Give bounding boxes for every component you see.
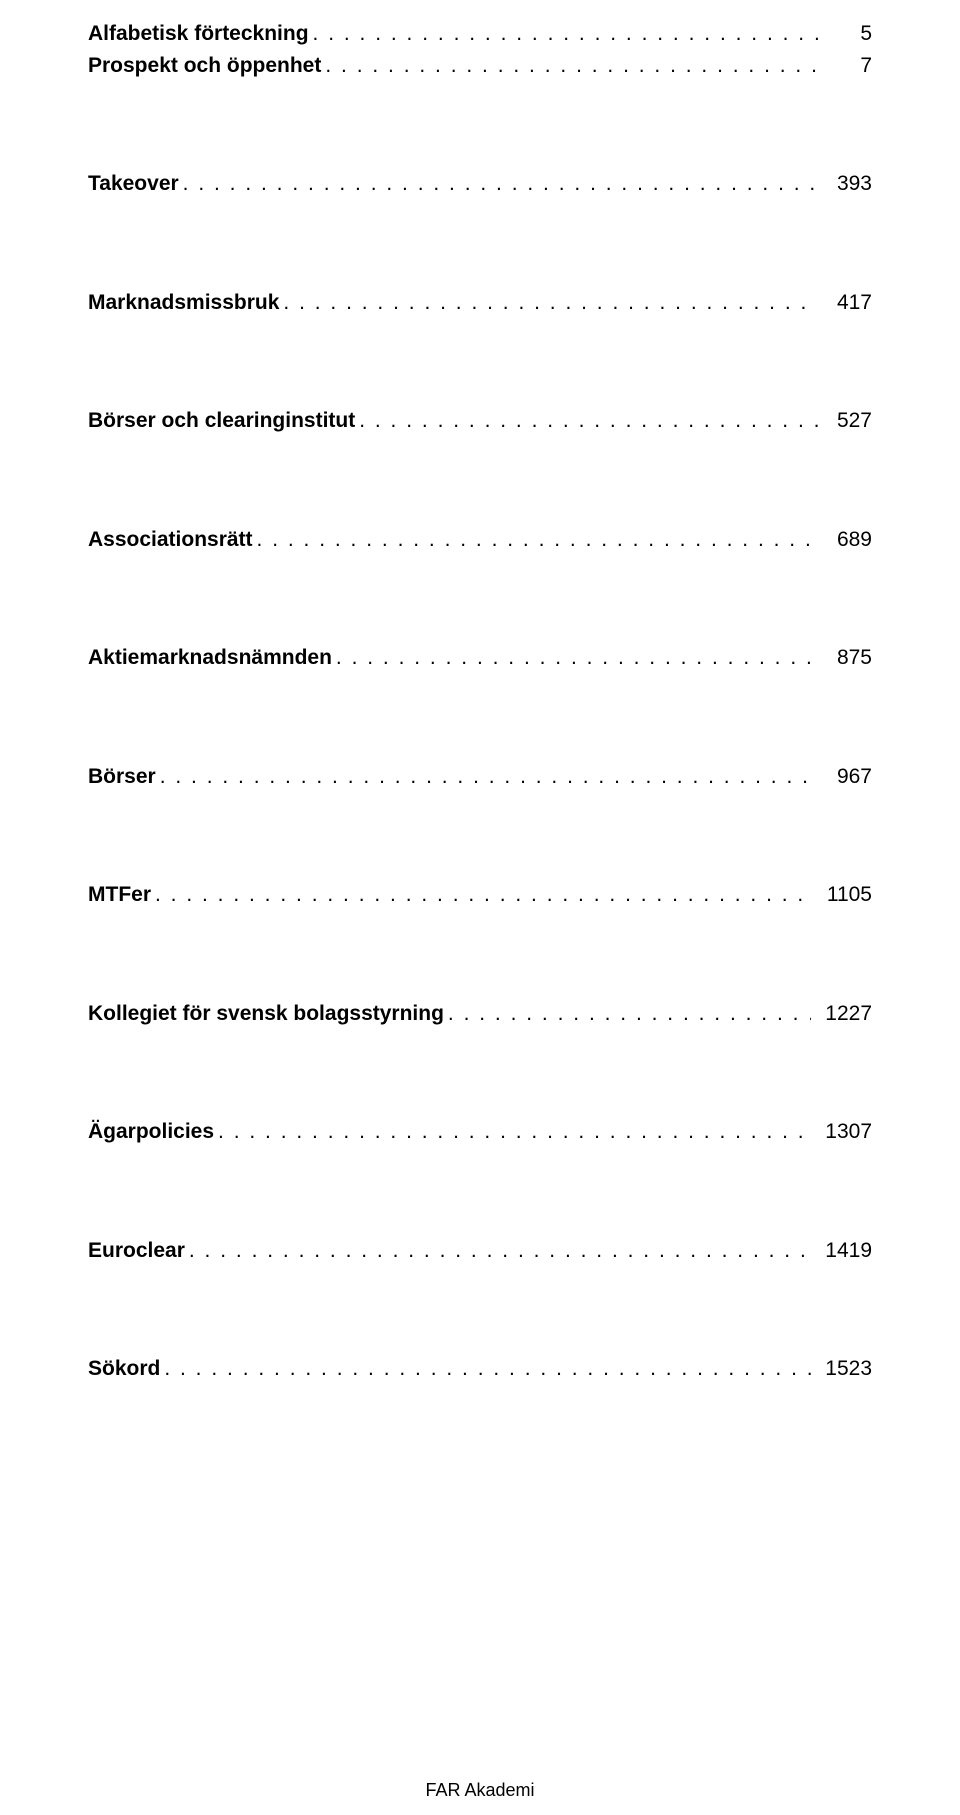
toc-entry: Börser 967 [88,761,872,793]
toc-entry-page: 967 [818,761,872,793]
toc-leader-dots [185,1235,811,1267]
toc-spacer [88,1148,872,1235]
toc-entry-title: Sökord [88,1353,160,1385]
toc-entry: Sökord 1523 [88,1353,872,1385]
toc-spacer [88,1266,872,1353]
toc-entry-title: Euroclear [88,1235,185,1267]
toc-entry-page: 5 [818,18,872,50]
toc-entry-title: Börser [88,761,156,793]
toc-spacer [88,437,872,524]
toc-spacer [88,1029,872,1116]
toc-leader-dots [214,1116,811,1148]
toc-entry-page: 527 [818,405,872,437]
toc-entry-page: 1523 [811,1353,872,1385]
toc-entry: Associationsrätt 689 [88,524,872,556]
toc-spacer [88,200,872,287]
toc-leader-dots [309,18,818,50]
toc-entry-title: Marknadsmissbruk [88,287,279,319]
toc-leader-dots [151,879,813,911]
toc-spacer [88,555,872,642]
toc-entry-page: 417 [818,287,872,319]
toc-entry-page: 1419 [811,1235,872,1267]
toc-entry-title: Prospekt och öppenhet [88,50,321,82]
toc-entry-title: Associationsrätt [88,524,253,556]
toc-entry-page: 689 [818,524,872,556]
toc-leader-dots [179,168,818,200]
toc-entry: MTFer 1105 [88,879,872,911]
toc-entry: Marknadsmissbruk 417 [88,287,872,319]
toc-entry-title: Alfabetisk förteckning [88,18,309,50]
toc-spacer [88,674,872,761]
toc-entry: Euroclear 1419 [88,1235,872,1267]
toc-entry-title: MTFer [88,879,151,911]
toc-leader-dots [321,50,818,82]
toc-leader-dots [160,1353,811,1385]
toc-leader-dots [355,405,818,437]
toc-entry-title: Kollegiet för svensk bolagsstyrning [88,998,444,1030]
toc-entry-title: Takeover [88,168,179,200]
footer-publisher: FAR Akademi [0,1780,960,1801]
toc-entry: Takeover 393 [88,168,872,200]
toc-entry-title: Börser och clearinginstitut [88,405,355,437]
toc-spacer [88,318,872,405]
toc-leader-dots [444,998,811,1030]
toc-spacer [88,911,872,998]
toc-spacer [88,792,872,879]
toc-leader-dots [332,642,818,674]
toc-entry: Ägarpolicies 1307 [88,1116,872,1148]
toc-leader-dots [279,287,818,319]
toc-entry: Alfabetisk förteckning 5 [88,18,872,50]
toc-entry-page: 1227 [811,998,872,1030]
toc-entry: Prospekt och öppenhet 7 [88,50,872,82]
toc-entry-page: 1105 [813,879,872,911]
toc-entry-page: 7 [818,50,872,82]
toc-entry: Börser och clearinginstitut 527 [88,405,872,437]
toc-entry-title: Ägarpolicies [88,1116,214,1148]
toc-entry-page: 393 [818,168,872,200]
toc-entry-title: Aktiemarknadsnämnden [88,642,332,674]
toc-leader-dots [253,524,818,556]
toc-entry: Aktiemarknadsnämnden 875 [88,642,872,674]
table-of-contents: Alfabetisk förteckning5Prospekt och öppe… [88,18,872,1385]
toc-entry: Kollegiet för svensk bolagsstyrning 1227 [88,998,872,1030]
toc-entry-page: 1307 [811,1116,872,1148]
toc-entry-page: 875 [818,642,872,674]
toc-spacer [88,81,872,168]
toc-leader-dots [156,761,818,793]
